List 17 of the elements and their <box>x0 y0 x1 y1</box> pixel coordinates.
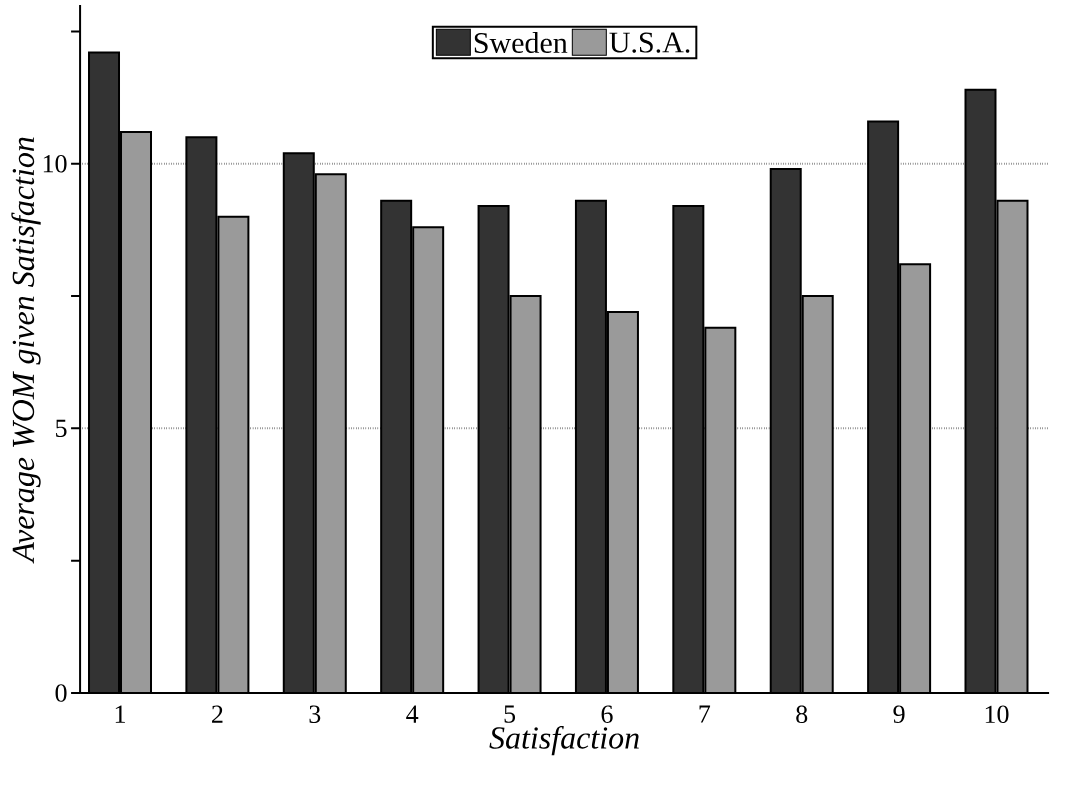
y-tick-label: 5 <box>56 419 67 438</box>
legend-label: Sweden <box>474 31 568 54</box>
y-tick-label: 10 <box>43 154 67 173</box>
x-tick-label: 2 <box>212 705 223 723</box>
x-tick-label: 4 <box>406 705 419 723</box>
x-tick-label: 8 <box>796 705 808 724</box>
x-axis-title: Satisfaction <box>489 725 639 756</box>
x-tick-label: 5 <box>504 705 516 723</box>
x-tick-label: 7 <box>699 705 711 723</box>
y-tick-label: 0 <box>55 684 67 702</box>
x-tick-label: 1 <box>115 705 125 723</box>
y-axis-title: Average WOM given Satisfaction <box>11 137 41 564</box>
x-tick-label: 9 <box>893 705 905 723</box>
legend-label: U.S.A. <box>609 32 690 53</box>
x-tick-label: 3 <box>309 705 321 723</box>
x-tick-label: 6 <box>601 705 613 723</box>
x-tick-label: 10 <box>985 705 1009 724</box>
